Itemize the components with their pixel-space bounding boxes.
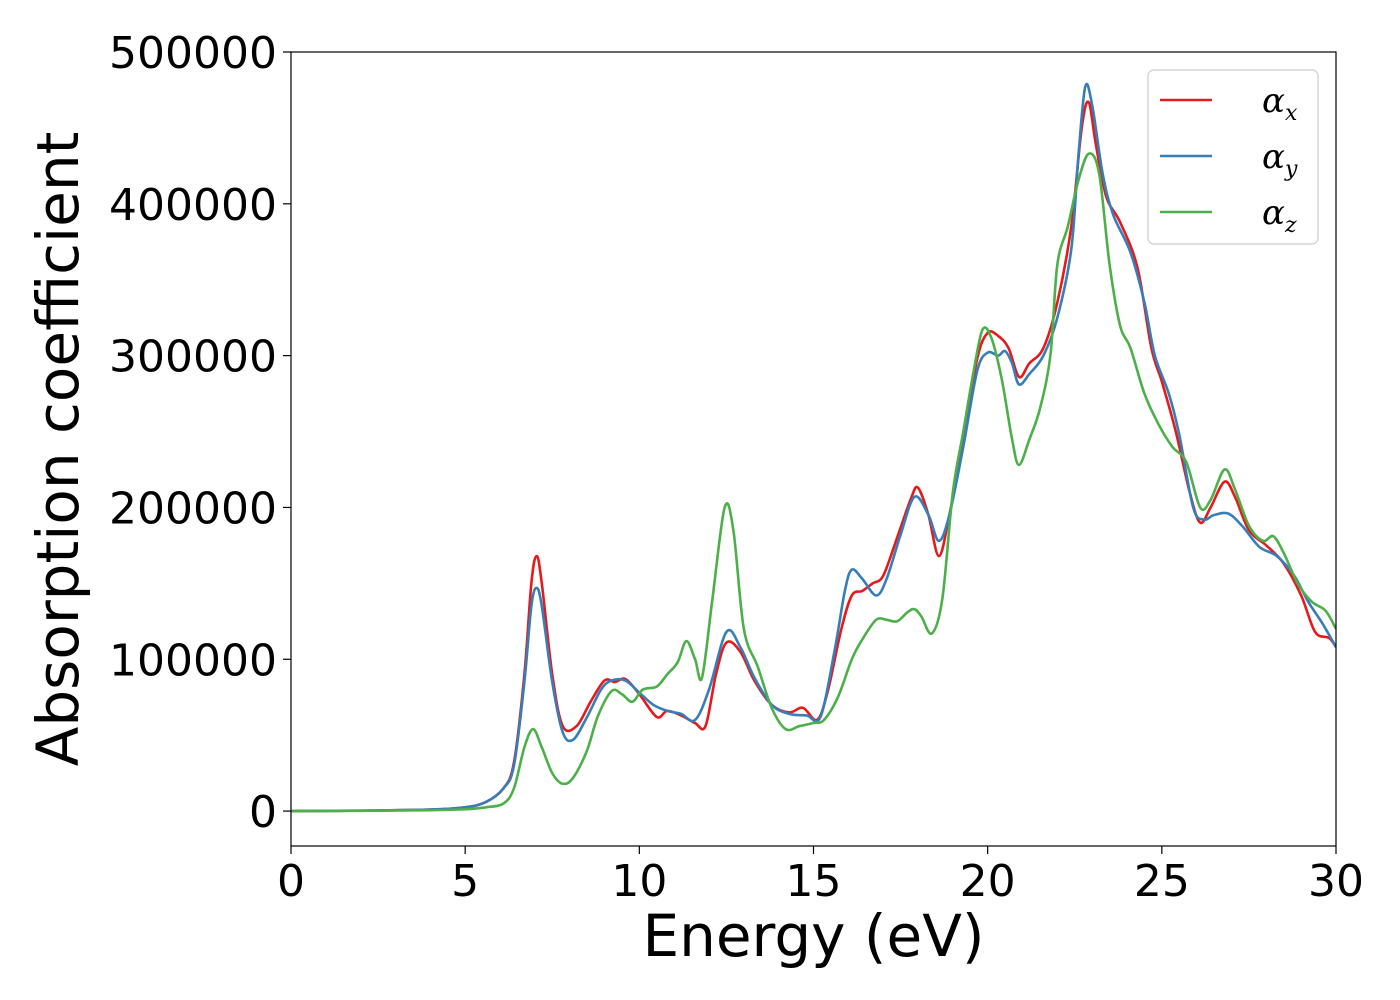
y-axis-title: Absorption coefficient — [24, 132, 92, 767]
x-tick-label: 5 — [451, 856, 479, 907]
y-tick-label: 100000 — [109, 635, 277, 686]
legend-box — [1147, 69, 1319, 245]
series-line-x — [291, 100, 1336, 813]
y-tick-label: 400000 — [109, 180, 277, 231]
legend-label-y: αy — [1262, 137, 1298, 182]
y-tick-label: 200000 — [109, 483, 277, 534]
axes-layer: 0 5 10 15 20 25 30 0 100000 200000 300000 400000 500… — [109, 28, 1364, 907]
y-tick-label: 0 — [249, 787, 277, 838]
series-layer — [291, 82, 1336, 813]
x-tick-label: 0 — [277, 856, 305, 907]
legend-label-x: αx — [1262, 81, 1298, 126]
series-line-z — [291, 152, 1336, 813]
y-tick-label: 500000 — [109, 28, 277, 79]
x-axis-title: Energy (eV) — [642, 902, 984, 970]
legend: αx αy αz — [1147, 69, 1319, 245]
y-tick-label: 300000 — [109, 332, 277, 383]
x-tick-label: 10 — [611, 856, 667, 907]
x-tick-label: 15 — [786, 856, 842, 907]
x-tick-label: 20 — [960, 856, 1016, 907]
legend-label-z: αz — [1262, 193, 1297, 238]
x-tick-label: 25 — [1134, 856, 1190, 907]
x-tick-label: 30 — [1308, 856, 1364, 907]
series-line-y — [291, 82, 1336, 813]
